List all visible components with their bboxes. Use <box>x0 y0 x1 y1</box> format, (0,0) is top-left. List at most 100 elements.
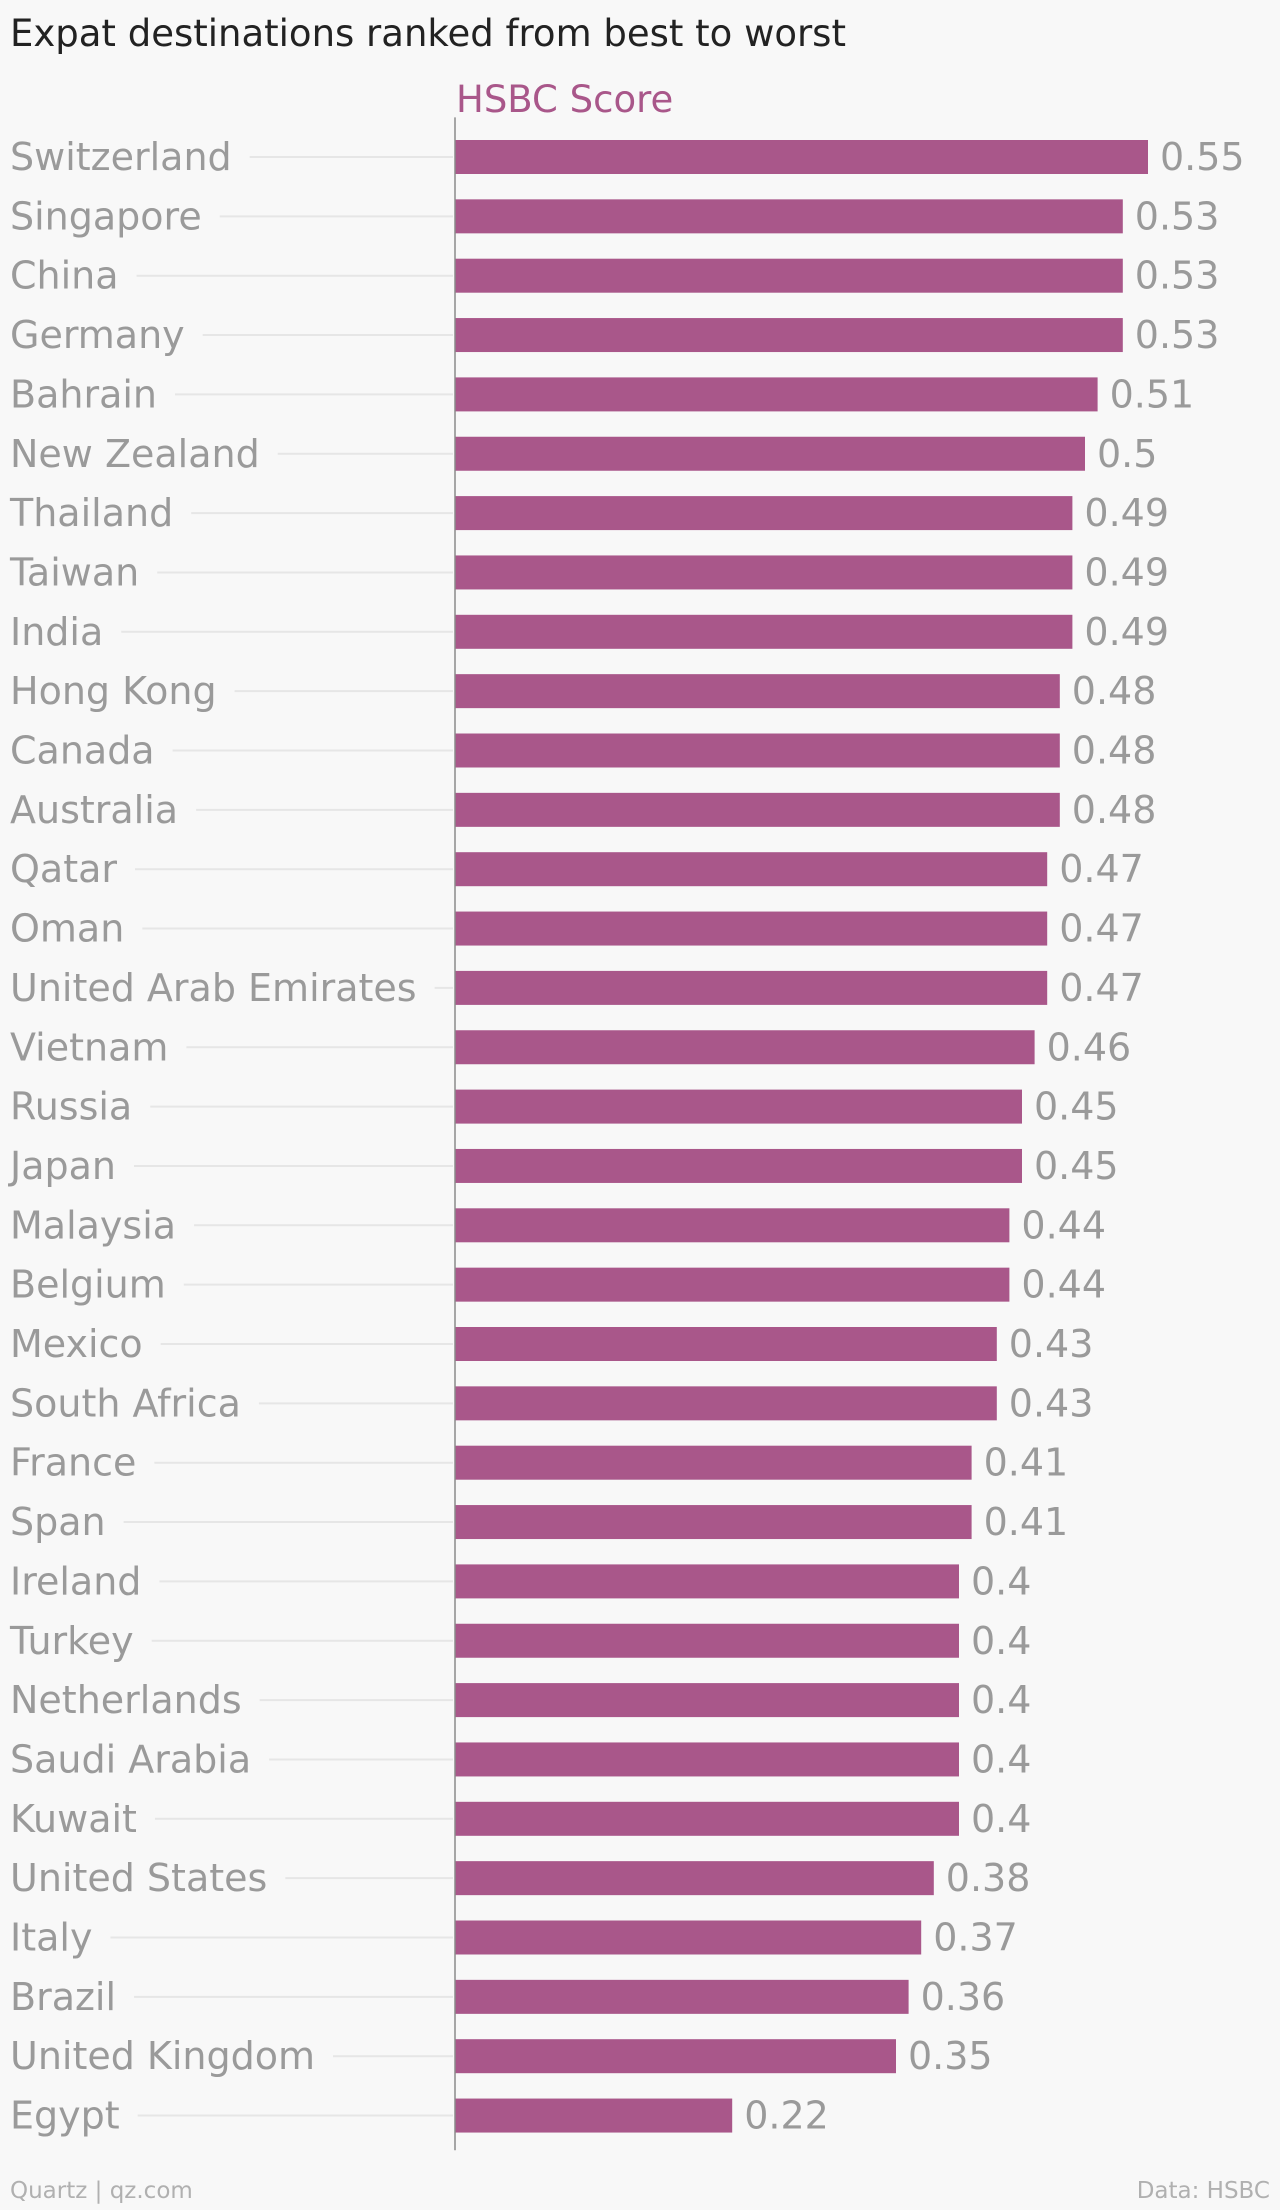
value-label: 0.46 <box>1047 1025 1132 1069</box>
category-label: Thailand <box>9 491 173 535</box>
value-label: 0.43 <box>1009 1381 1094 1425</box>
category-label: Canada <box>10 729 155 773</box>
value-label: 0.38 <box>946 1856 1031 1900</box>
value-label: 0.49 <box>1084 550 1169 594</box>
value-label: 0.47 <box>1059 966 1144 1010</box>
category-label: China <box>10 254 119 298</box>
bar <box>455 792 1060 827</box>
bar <box>455 733 1060 768</box>
category-label: Germany <box>10 313 185 357</box>
bar <box>455 1327 997 1361</box>
bar <box>455 140 1148 174</box>
bar <box>455 1801 959 1836</box>
value-label: 0.44 <box>1021 1263 1106 1307</box>
category-label: Russia <box>10 1085 132 1129</box>
bar <box>455 258 1123 293</box>
category-labels: Switzerland Singapore China Germany Bahrain N… <box>8 135 417 2138</box>
value-label: 0.37 <box>933 1916 1018 1960</box>
bars <box>455 140 1148 2133</box>
value-label: 0.48 <box>1072 729 1157 773</box>
value-label: 0.47 <box>1059 907 1144 951</box>
bar <box>455 436 1085 471</box>
value-label: 0.36 <box>921 1975 1006 2019</box>
category-label: Taiwan <box>9 550 139 594</box>
category-label: Japan <box>8 1144 116 1188</box>
category-label: Australia <box>10 788 178 832</box>
value-label: 0.44 <box>1021 1203 1106 1247</box>
category-label: Netherlands <box>10 1678 242 1722</box>
bar <box>455 1979 909 2014</box>
source-data: Data: HSBC <box>1136 2178 1270 2204</box>
value-labels: 0.55 0.53 0.53 0.53 0.51 0.5 0.49 0.49 0.49 0.48 0… <box>744 135 1244 2138</box>
value-label: 0.48 <box>1072 669 1157 713</box>
value-label: 0.45 <box>1034 1144 1119 1188</box>
category-label: United Kingdom <box>10 2034 315 2078</box>
bar <box>455 1742 959 1777</box>
value-label: 0.4 <box>971 1619 1031 1663</box>
bar <box>455 1505 972 1540</box>
category-label: Ireland <box>10 1559 141 1603</box>
category-label: Egypt <box>10 2094 120 2138</box>
value-label: 0.51 <box>1110 372 1195 416</box>
category-label: Brazil <box>10 1975 116 2019</box>
series-label: HSBC Score <box>456 78 674 121</box>
bar <box>455 1386 997 1421</box>
category-label: Mexico <box>10 1322 143 1366</box>
category-label: United Arab Emirates <box>10 966 417 1010</box>
bar <box>455 852 1048 887</box>
bar <box>455 911 1048 946</box>
category-label: Oman <box>10 907 124 951</box>
bar <box>455 1267 1010 1302</box>
bar <box>455 674 1060 709</box>
value-label: 0.53 <box>1135 194 1220 238</box>
bar <box>455 1208 1010 1243</box>
value-label: 0.53 <box>1135 254 1220 298</box>
source-credit: Quartz | qz.com <box>10 2178 193 2204</box>
value-label: 0.55 <box>1160 135 1245 179</box>
category-label: Hong Kong <box>10 669 217 713</box>
bar <box>455 1445 972 1480</box>
category-label: New Zealand <box>10 432 260 476</box>
bar-plot: Switzerland Singapore China Germany Bahrain N… <box>8 117 1245 2151</box>
value-label: 0.45 <box>1034 1085 1119 1129</box>
value-label: 0.35 <box>908 2034 993 2078</box>
bar <box>455 614 1073 649</box>
value-label: 0.4 <box>971 1559 1031 1603</box>
value-label: 0.4 <box>971 1797 1031 1841</box>
category-label: Belgium <box>10 1263 166 1307</box>
value-label: 0.5 <box>1097 432 1157 476</box>
value-label: 0.49 <box>1084 491 1169 535</box>
value-label: 0.4 <box>971 1678 1031 1722</box>
value-label: 0.4 <box>971 1737 1031 1781</box>
category-label: Singapore <box>10 194 202 238</box>
bar <box>455 1683 959 1718</box>
value-label: 0.22 <box>744 2094 829 2138</box>
bar <box>455 496 1073 531</box>
value-label: 0.47 <box>1059 847 1144 891</box>
bar <box>455 1089 1022 1124</box>
chart-title: Expat destinations ranked from best to w… <box>10 12 846 55</box>
bar <box>455 1623 959 1658</box>
bar <box>455 318 1123 353</box>
category-label: Span <box>10 1500 106 1544</box>
value-label: 0.41 <box>984 1441 1069 1485</box>
category-label: Switzerland <box>10 135 232 179</box>
bar <box>455 555 1073 590</box>
category-label: Italy <box>10 1916 92 1960</box>
bar <box>455 199 1123 234</box>
category-label: Qatar <box>10 847 117 891</box>
bar <box>455 2098 733 2133</box>
bar <box>455 1030 1035 1065</box>
bar <box>455 377 1098 412</box>
value-label: 0.48 <box>1072 788 1157 832</box>
value-label: 0.43 <box>1009 1322 1094 1366</box>
category-label: Turkey <box>9 1619 134 1663</box>
category-label: Kuwait <box>10 1797 137 1841</box>
bar <box>455 970 1048 1005</box>
value-label: 0.41 <box>984 1500 1069 1544</box>
category-label: United States <box>10 1856 267 1900</box>
bar <box>455 1148 1022 1183</box>
category-label: Saudi Arabia <box>10 1737 251 1781</box>
category-label: France <box>10 1441 136 1485</box>
